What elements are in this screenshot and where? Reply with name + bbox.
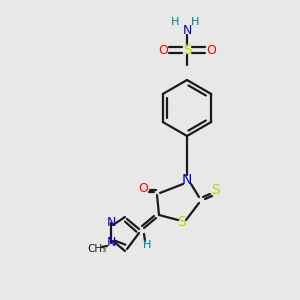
Text: O: O — [158, 44, 168, 56]
Text: S: S — [183, 43, 191, 57]
Text: N: N — [106, 217, 116, 230]
Text: S: S — [178, 215, 186, 229]
Text: H: H — [171, 17, 179, 27]
Text: CH₃: CH₃ — [87, 244, 106, 254]
Text: O: O — [138, 182, 148, 196]
Text: H: H — [143, 240, 151, 250]
Text: N: N — [182, 23, 192, 37]
Text: N: N — [106, 236, 116, 250]
Text: S: S — [211, 183, 219, 197]
Text: H: H — [191, 17, 199, 27]
Text: O: O — [206, 44, 216, 56]
Text: N: N — [182, 173, 192, 187]
